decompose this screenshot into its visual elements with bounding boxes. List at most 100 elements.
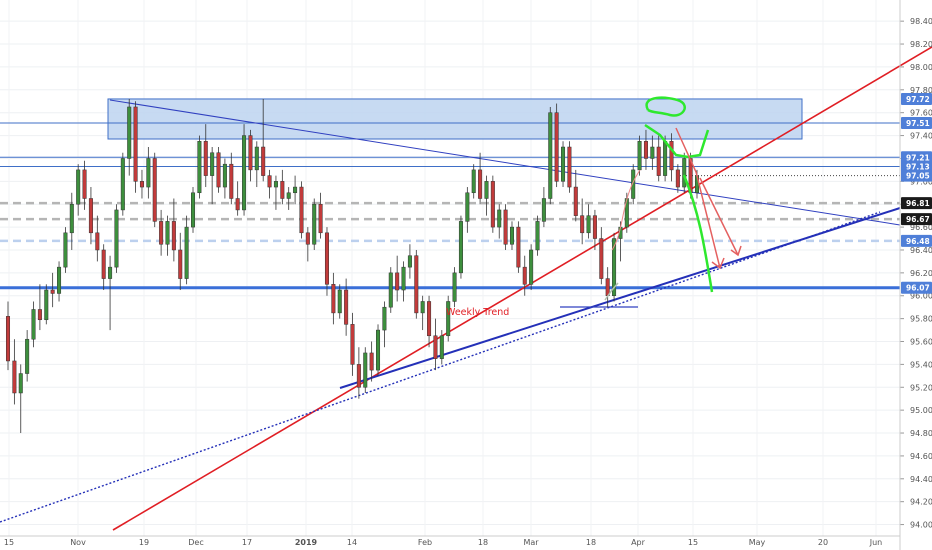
weekly-trendline [112,46,932,531]
x-tick-label: Feb [418,538,432,547]
candle-body [592,215,597,239]
price-tag-label: 97.13 [906,162,930,171]
price-tag: 96.67 [901,213,932,226]
y-tick-label: 97.60 [910,109,932,118]
candle-body [82,169,87,199]
y-tick-label: 97.40 [910,132,932,141]
x-tick-label: 17 [242,538,252,547]
candle-body [63,232,68,268]
candle-body [18,373,23,394]
y-tick-label: 94.40 [910,475,932,484]
candle-body [414,255,419,314]
price-tag: 97.21 [901,151,932,164]
y-tick-label: 98.40 [910,17,932,26]
candle-body [5,316,11,362]
candle-body [656,146,661,176]
candle-body [356,364,361,388]
x-tick-label: 18 [478,538,488,547]
y-tick-label: 94.20 [910,498,932,507]
candle-body [682,158,687,188]
price-tag: 96.81 [901,197,932,210]
y-tick-label: 95.00 [910,406,932,415]
candle-body [305,232,310,245]
red-path-1 [675,127,721,269]
faint-check-marker [604,282,619,301]
candle-body [235,198,240,211]
price-tag-label: 97.51 [906,119,930,128]
candle-body [273,181,278,188]
price-tag-label: 97.72 [906,95,930,104]
y-tick-label: 97.80 [910,86,932,95]
candle-body [446,301,451,337]
candle-body [580,215,585,234]
candle-body [254,146,259,171]
weekly-trend-annotation: Weekly Trend [446,307,509,318]
price-tag-bg [901,169,932,182]
candle-body [458,221,463,274]
candle-body [465,192,470,222]
candle-body [637,141,642,171]
x-tick-label: Apr [631,538,646,547]
x-tick-label: 15 [688,538,698,547]
candle-body [612,238,617,296]
price-tag-bg [901,197,932,210]
candle-body [586,215,591,234]
candle-body [388,272,393,308]
candle-body [376,329,381,371]
y-tick-label: 94.00 [910,521,932,530]
candle-body [631,169,636,199]
candle-body [76,169,81,205]
price-tag-label: 96.81 [906,199,930,208]
x-tick-label: May [749,538,766,547]
price-tag-bg [901,160,932,173]
candle-body [114,209,119,268]
red-arrowhead-1 [711,257,725,270]
x-tick-label: Dec [188,538,203,547]
candle-body [108,266,113,279]
candle-body [363,352,368,388]
candle-body [120,158,125,211]
candle-body [427,301,432,337]
candle-body [478,169,483,199]
candle-body [69,203,74,234]
candle-body [95,232,100,251]
candle-body [50,289,55,294]
x-tick-label: Mar [523,538,539,547]
y-tick-label: 98.20 [910,40,932,49]
candle-body [369,352,374,371]
descending-trendline [109,99,901,226]
candle-body [490,181,495,228]
candle-body [267,175,272,188]
candle-body [401,266,406,291]
candle-body [229,163,234,199]
candle-body [127,106,132,159]
candle-body [146,158,151,188]
candle-body [420,301,425,314]
candle-body [663,141,668,176]
y-tick-label: 96.40 [910,246,932,255]
candle-body [548,112,553,199]
candle-body [395,272,400,291]
candle-body [331,284,336,314]
red-arrowhead-2 [730,245,742,257]
price-tag-bg [901,116,932,129]
candle-body [203,141,208,176]
marker-layer [604,96,742,301]
y-tick-label: 95.60 [910,338,932,347]
y-tick-label: 96.20 [910,269,932,278]
candle-body [452,272,457,302]
candle-body [554,112,559,182]
price-tag-bg [901,151,932,164]
candle-body [57,266,62,294]
candle-body [337,289,342,314]
candle-body [433,335,438,359]
green-circle-marker [645,96,686,117]
price-tag: 96.48 [901,234,932,247]
candle-body [133,106,138,182]
price-tag: 96.07 [901,281,932,294]
y-tick-label: 94.80 [910,429,932,438]
candle-body [299,186,304,234]
candle-body [31,309,36,340]
